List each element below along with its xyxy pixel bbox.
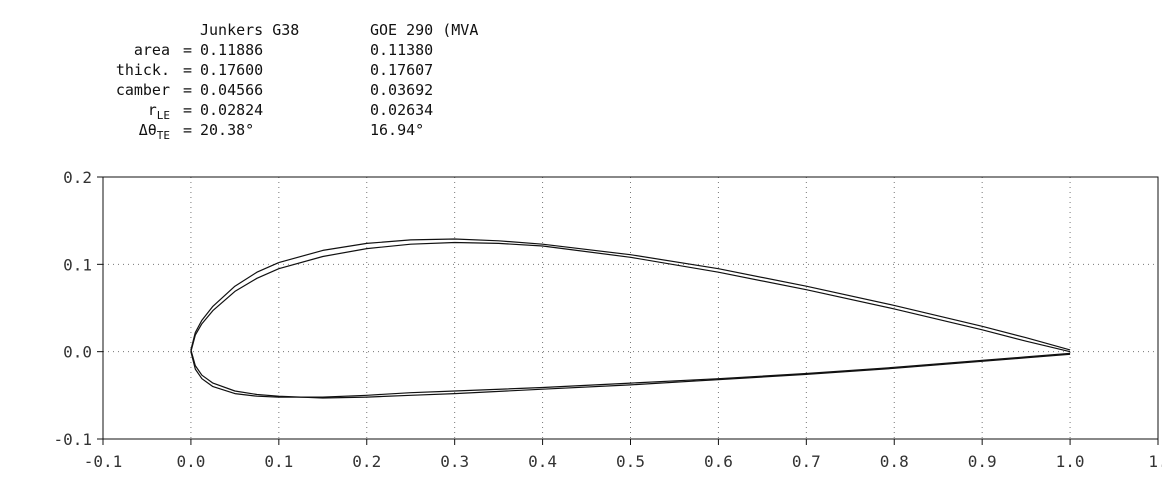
legend-row-label: ΔθTE — [139, 121, 170, 142]
legend-row-value: 0.02824 — [200, 101, 263, 119]
tick-marks — [97, 176, 1159, 445]
x-tick-label: 0.4 — [528, 452, 557, 471]
legend-row-equals: = — [183, 121, 192, 139]
legend-row-value: 0.11886 — [200, 41, 263, 59]
legend-table: Junkers G38 GOE 290 (MVA area = 0.11886 0.113… — [116, 21, 479, 142]
x-tick-label: 0.3 — [440, 452, 469, 471]
legend-row-value: 0.11380 — [370, 41, 433, 59]
x-tick-label: 0.9 — [968, 452, 997, 471]
grid-lines — [103, 177, 1158, 439]
x-tick-label: 0.7 — [792, 452, 821, 471]
legend-row-label: camber — [116, 81, 170, 99]
legend-row-label: area — [134, 41, 170, 59]
legend-header-1: Junkers G38 — [200, 21, 299, 39]
legend-row-label: rLE — [148, 101, 170, 122]
series-line-2 — [190, 241, 1071, 398]
x-tick-labels: -0.1 0.0 0.1 0.2 0.3 0.4 0.5 0.6 0.7 0.8 0.9 1.0 1. — [84, 452, 1162, 471]
legend-row-equals: = — [183, 81, 192, 99]
legend-row-value: 0.03692 — [370, 81, 433, 99]
legend-row-value: 20.38° — [200, 121, 254, 139]
legend-row-value: 0.17600 — [200, 61, 263, 79]
legend-row-value: 16.94° — [370, 121, 424, 139]
legend-row-value: 0.17607 — [370, 61, 433, 79]
y-tick-label: 0.2 — [63, 168, 92, 187]
x-tick-label: -0.1 — [84, 452, 123, 471]
series-lines — [190, 238, 1071, 399]
y-tick-label: 0.0 — [63, 343, 92, 362]
legend-row-value: 0.02634 — [370, 101, 433, 119]
y-tick-label: -0.1 — [53, 430, 92, 449]
y-tick-labels: 0.2 0.1 0.0 -0.1 — [53, 168, 92, 449]
x-tick-label: 1.0 — [1056, 452, 1085, 471]
legend-header-2: GOE 290 (MVA — [370, 21, 478, 39]
legend-row-equals: = — [183, 101, 192, 119]
legend-row-label: thick. — [116, 61, 170, 79]
x-tick-label: 0.6 — [704, 452, 733, 471]
legend-row-equals: = — [183, 41, 192, 59]
x-tick-label: 0.1 — [264, 452, 293, 471]
x-tick-label: 0.5 — [616, 452, 645, 471]
x-tick-label: 0.0 — [176, 452, 205, 471]
x-tick-label: 0.2 — [352, 452, 381, 471]
x-tick-label: 0.8 — [880, 452, 909, 471]
y-tick-label: 0.1 — [63, 255, 92, 274]
legend-row-value: 0.04566 — [200, 81, 263, 99]
legend-row-equals: = — [183, 61, 192, 79]
x-tick-label: 1. — [1148, 452, 1162, 471]
